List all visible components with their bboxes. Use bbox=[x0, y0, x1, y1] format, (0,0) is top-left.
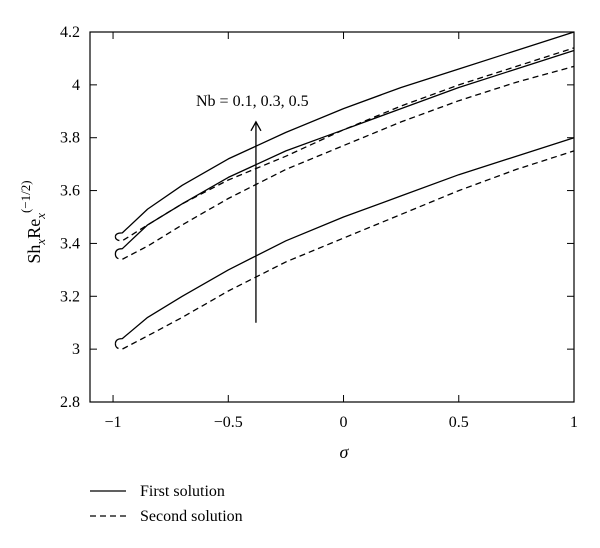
y-axis-label: ShxRex(−1/2) bbox=[18, 180, 48, 263]
legend: First solution Second solution bbox=[90, 483, 243, 525]
plot-frame bbox=[89, 31, 575, 403]
y-tick-label: 3.4 bbox=[60, 235, 80, 252]
x-tick-label: 0 bbox=[340, 414, 348, 431]
annotation-label: Nb = 0.1, 0.3, 0.5 bbox=[196, 93, 309, 110]
legend-label-second: Second solution bbox=[140, 508, 243, 525]
series-group bbox=[114, 31, 575, 350]
second-solution-line bbox=[114, 65, 575, 260]
y-tick-label: 3.2 bbox=[60, 288, 80, 305]
first-solution-line bbox=[114, 49, 575, 255]
axis-ticks: −1 −0.5 0 0.5 1 2.8 3 3.2 3.4 3.6 3.8 4 4.2 bbox=[60, 24, 578, 431]
x-tick-label: 0.5 bbox=[449, 414, 469, 431]
first-solution-line bbox=[114, 31, 575, 237]
y-tick-label: 4 bbox=[72, 77, 80, 94]
second-solution-line bbox=[114, 150, 575, 350]
legend-label-first: First solution bbox=[140, 483, 225, 500]
first-solution-line bbox=[114, 137, 575, 344]
y-tick-label: 3.6 bbox=[60, 183, 80, 200]
x-tick-label: −1 bbox=[105, 414, 122, 431]
x-tick-label: −0.5 bbox=[214, 414, 243, 431]
y-tick-label: 4.2 bbox=[60, 24, 80, 41]
second-solution-line bbox=[114, 47, 575, 242]
y-tick-label: 3.8 bbox=[60, 130, 80, 147]
x-tick-label: 1 bbox=[570, 414, 578, 431]
y-tick-label: 2.8 bbox=[60, 394, 80, 411]
x-axis-label: σ bbox=[340, 442, 350, 462]
y-tick-label: 3 bbox=[72, 341, 80, 358]
annotation-arrow-head bbox=[250, 120, 262, 132]
